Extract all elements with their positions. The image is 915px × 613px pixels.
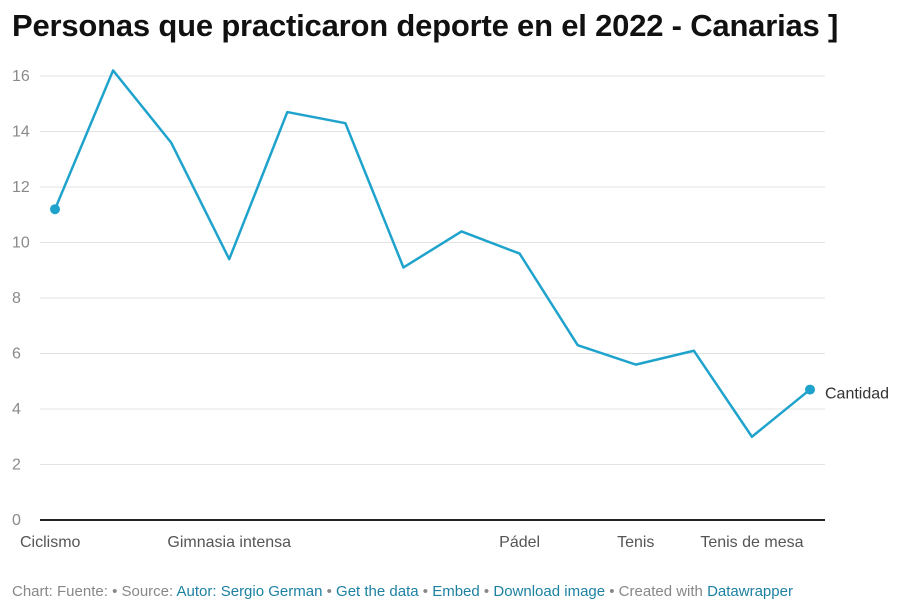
footer-separator: • — [326, 583, 332, 600]
created-with-prefix: • Created with — [609, 583, 703, 600]
data-point — [285, 110, 289, 114]
data-point — [750, 435, 754, 439]
data-point — [50, 204, 60, 215]
data-point — [518, 252, 522, 256]
footer-separator: • — [483, 583, 490, 600]
y-tick-label: 12 — [12, 179, 30, 196]
x-tick-label: Tenis de mesa — [700, 534, 803, 551]
data-point — [692, 349, 696, 353]
chart-title: Personas que practicaron deporte en el 2… — [12, 8, 839, 43]
data-point — [576, 343, 580, 347]
y-tick-label: 0 — [12, 512, 21, 529]
data-point — [401, 265, 405, 269]
footer-separator: • — [422, 583, 429, 600]
chart-footer: Chart: Fuente: • Source: Autor: Sergio G… — [12, 583, 793, 600]
x-tick-label: Tenis — [617, 534, 654, 551]
series-line-cantidad — [53, 69, 811, 438]
download-image-link[interactable]: Download image — [493, 583, 606, 600]
data-point — [634, 363, 638, 367]
source-link[interactable]: Autor: Sergio German — [176, 583, 323, 600]
gridlines — [40, 75, 825, 521]
y-axis-ticks: 0 2 4 6 8 10 12 14 16 — [12, 68, 30, 529]
y-tick-label: 16 — [12, 68, 30, 85]
embed-link[interactable]: Embed — [432, 583, 480, 600]
x-tick-label: Pádel — [499, 534, 540, 551]
series-group: Cantidad — [50, 68, 889, 439]
y-tick-label: 2 — [12, 457, 21, 474]
get-data-link[interactable]: Get the data — [336, 583, 419, 600]
data-point — [227, 257, 231, 261]
datawrapper-link[interactable]: Datawrapper — [707, 583, 793, 600]
x-tick-label: Gimnasia intensa — [167, 534, 291, 551]
data-point — [169, 141, 173, 145]
y-tick-label: 14 — [12, 124, 30, 141]
y-tick-label: 6 — [12, 346, 21, 363]
data-point — [343, 121, 347, 125]
y-tick-label: 8 — [12, 290, 21, 307]
source-prefix: • Source: — [112, 583, 174, 600]
series-label: Cantidad — [825, 386, 889, 403]
x-axis-ticks: Ciclismo Gimnasia intensa Pádel Tenis Tenis … — [20, 534, 804, 551]
data-point — [805, 384, 815, 395]
data-point — [460, 229, 464, 233]
y-tick-label: 10 — [12, 235, 30, 252]
chart-label: Chart: Fuente: — [12, 583, 108, 600]
data-point — [111, 68, 115, 72]
x-tick-label: Ciclismo — [20, 534, 81, 551]
y-tick-label: 4 — [12, 401, 21, 418]
